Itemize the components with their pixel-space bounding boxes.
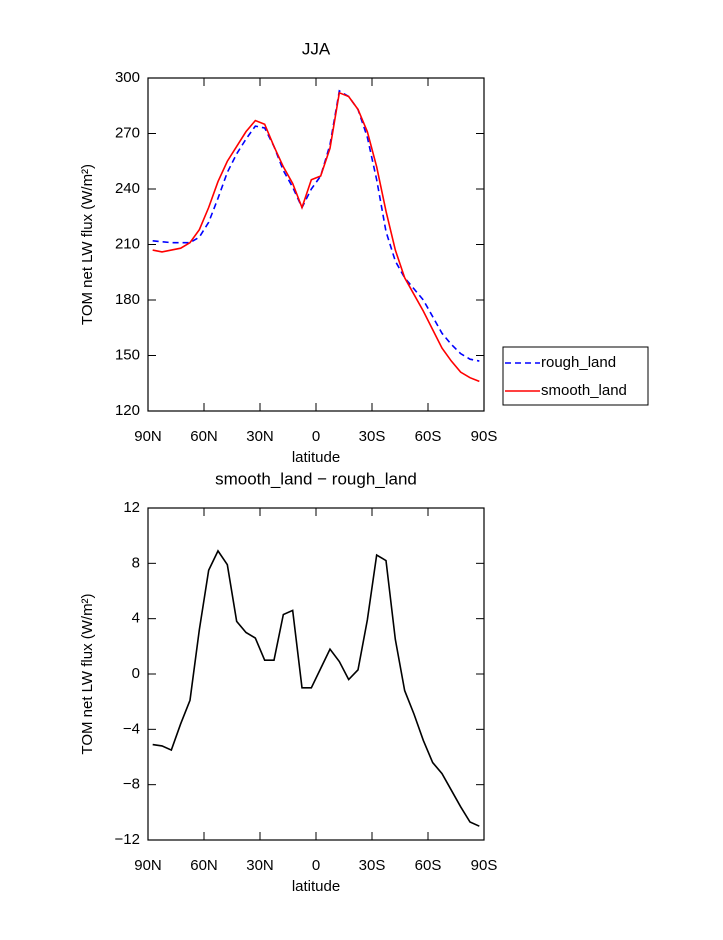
y-tick-label: 240 xyxy=(115,180,140,197)
y-axis-label: TOM net LW flux (W/m²) xyxy=(79,164,96,325)
y-tick-label: 8 xyxy=(132,554,140,571)
x-tick-label: 60S xyxy=(415,857,442,874)
x-tick-label: 30N xyxy=(246,428,274,445)
legend-box xyxy=(502,346,649,406)
x-tick-label: 90N xyxy=(134,428,162,445)
legend-label: smooth_land xyxy=(541,382,627,399)
x-tick-label: 60S xyxy=(415,428,442,445)
x-tick-label: 0 xyxy=(312,428,320,445)
x-tick-label: 0 xyxy=(312,857,320,874)
x-tick-label: 90S xyxy=(471,857,498,874)
data-line xyxy=(152,91,480,383)
y-tick-label: 180 xyxy=(115,291,140,308)
x-tick-label: 30S xyxy=(359,857,386,874)
y-tick-label: 300 xyxy=(115,69,140,86)
y-tick-label: 4 xyxy=(132,610,140,627)
data-line xyxy=(152,549,480,827)
x-axis-label: latitude xyxy=(292,449,340,466)
data-line xyxy=(152,89,480,362)
y-tick-label: 210 xyxy=(115,235,140,252)
x-tick-label: 30S xyxy=(359,428,386,445)
x-tick-label: 90N xyxy=(134,857,162,874)
y-tick-label: −4 xyxy=(123,720,140,737)
plot-frame xyxy=(147,77,485,412)
x-tick-label: 90S xyxy=(471,428,498,445)
x-tick-label: 30N xyxy=(246,857,274,874)
y-tick-label: 150 xyxy=(115,346,140,363)
y-tick-label: −12 xyxy=(115,831,140,848)
legend-label: rough_land xyxy=(541,354,616,371)
plot-frame xyxy=(147,507,485,841)
x-axis-label: latitude xyxy=(292,878,340,895)
y-tick-label: 0 xyxy=(132,665,140,682)
y-axis-label: TOM net LW flux (W/m²) xyxy=(79,593,96,754)
x-tick-label: 60N xyxy=(190,857,218,874)
y-tick-label: 12 xyxy=(123,499,140,516)
chart-title: smooth_land − rough_land xyxy=(215,469,417,488)
x-tick-label: 60N xyxy=(190,428,218,445)
chart-title: JJA xyxy=(302,39,331,58)
y-tick-label: 120 xyxy=(115,402,140,419)
y-tick-label: 270 xyxy=(115,124,140,141)
y-tick-label: −8 xyxy=(123,776,140,793)
